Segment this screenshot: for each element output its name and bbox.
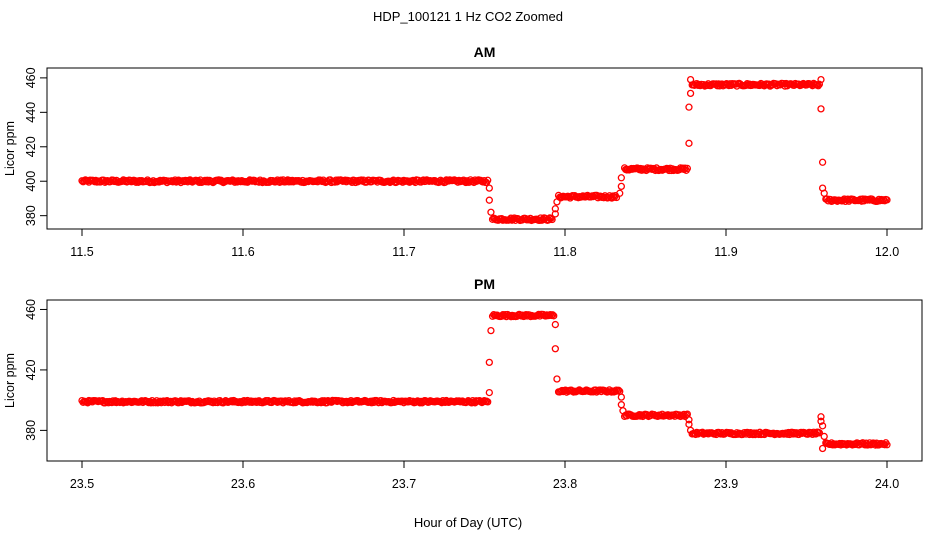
y-tick-label-0-3: 440: [24, 102, 38, 123]
data-point-1-s0: [484, 398, 492, 406]
x-tick-label-1-0: 23.5: [70, 477, 94, 491]
data-point-1-s4: [815, 429, 824, 437]
data-point-1-t3: [551, 320, 559, 329]
x-tick-label-0-4: 11.9: [714, 245, 737, 259]
x-tick-label-1-3: 23.8: [553, 477, 577, 491]
y-axis-label-0: Licor ppm: [3, 121, 17, 176]
x-tick-label-1-4: 23.9: [714, 477, 738, 491]
panel-title-1: PM: [474, 276, 495, 292]
figure-title: HDP_100121 1 Hz CO2 Zoomed: [372, 9, 564, 24]
x-tick-label-1-1: 23.6: [231, 477, 255, 491]
data-point-0-t6: [616, 189, 624, 197]
data-point-0-t3: [551, 210, 559, 218]
x-axis-title: Hour of Day (UTC): [413, 515, 523, 530]
data-point-1-t14: [818, 444, 827, 453]
y-tick-label-0-2: 420: [24, 136, 38, 157]
x-tick-label-0-1: 11.6: [231, 245, 254, 259]
data-point-1-t5: [553, 375, 561, 383]
data-point-0-t13: [817, 75, 825, 84]
y-tick-label-1-2: 460: [24, 299, 38, 320]
data-point-0-t8: [617, 174, 625, 182]
data-point-1-s1: [548, 311, 557, 319]
y-tick-label-0-0: 380: [24, 205, 38, 226]
plot-frame-0: [46, 67, 923, 230]
data-point-1-t8: [619, 407, 627, 415]
x-tick-label-0-2: 11.7: [392, 245, 415, 259]
data-point-1-s0: [479, 397, 487, 406]
data-point-0-t17: [820, 189, 828, 197]
data-point-1-t9: [685, 416, 693, 424]
data-point-1-t6: [617, 393, 625, 401]
data-point-1-s2: [614, 386, 623, 394]
data-point-0-s0: [484, 176, 492, 184]
data-point-0-t10: [685, 103, 693, 111]
data-point-0-t1: [485, 196, 493, 204]
data-point-0-t9: [685, 139, 693, 147]
data-point-1-s5: [883, 441, 891, 449]
data-points-0: [78, 75, 891, 225]
data-point-1-t2: [487, 326, 495, 335]
data-point-0-t15: [818, 158, 827, 166]
panel-title-0: AM: [474, 44, 496, 60]
y-tick-label-0-1: 400: [24, 171, 38, 192]
data-point-0-t12: [686, 75, 695, 84]
data-point-0-s3: [683, 164, 692, 173]
x-tick-label-1-5: 24.0: [875, 477, 899, 491]
data-point-0-t11: [686, 89, 695, 98]
data-point-0-t2: [487, 208, 495, 216]
data-point-0-t4: [551, 205, 559, 213]
data-point-1-t16: [820, 432, 828, 441]
y-tick-label-1-0: 380: [24, 420, 38, 441]
x-tick-label-0-0: 11.5: [70, 245, 93, 259]
data-point-0-t5: [553, 198, 561, 206]
data-point-1-s1: [550, 312, 558, 320]
data-point-1-t15: [818, 422, 827, 430]
x-tick-label-1-2: 23.7: [392, 477, 416, 491]
data-point-1-t12: [817, 413, 825, 421]
data-point-0-s1: [548, 215, 556, 224]
y-tick-label-0-4: 460: [24, 67, 38, 88]
data-point-0-t0: [485, 184, 493, 192]
x-tick-label-0-5: 12.0: [875, 245, 899, 259]
data-point-0-s1: [547, 214, 555, 222]
data-point-0-s4: [815, 80, 824, 88]
y-axis-label-1: Licor ppm: [3, 353, 17, 408]
data-points-1: [78, 310, 891, 453]
data-point-0-t7: [617, 182, 625, 191]
data-point-1-t0: [485, 388, 493, 397]
data-point-1-t7: [617, 401, 625, 409]
y-tick-label-1-1: 420: [24, 359, 38, 380]
x-tick-label-0-3: 11.8: [553, 245, 576, 259]
data-point-1-t1: [485, 358, 493, 367]
data-point-0-s5: [883, 196, 891, 204]
data-point-0-t14: [817, 105, 825, 113]
data-point-1-t4: [551, 345, 559, 353]
data-point-1-t11: [686, 426, 695, 435]
data-point-1-t13: [817, 417, 825, 425]
data-point-0-s4: [814, 82, 822, 90]
